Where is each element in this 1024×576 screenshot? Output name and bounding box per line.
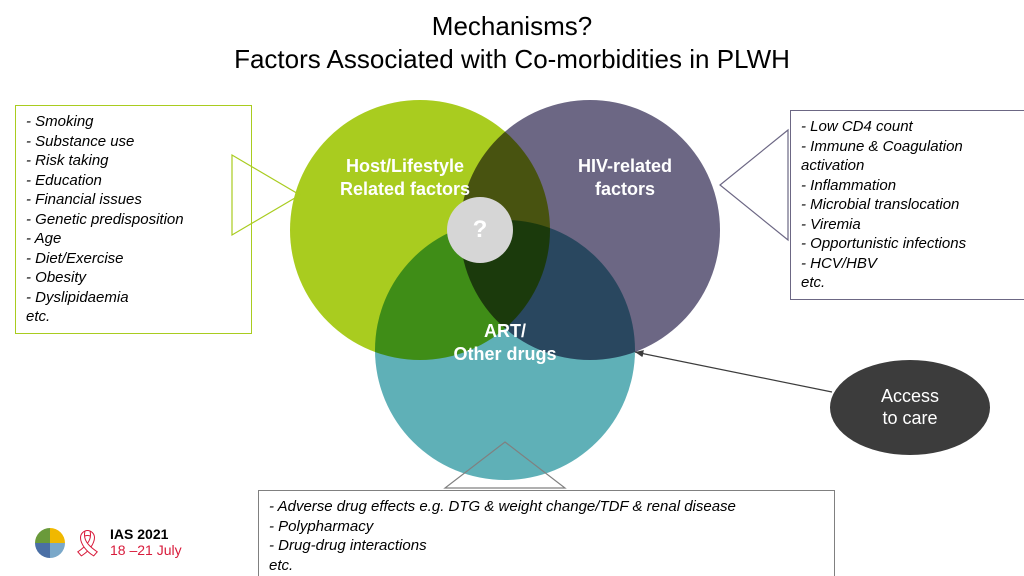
venn-label-art: ART/ Other drugs — [420, 320, 590, 365]
list-item: - Obesity — [26, 268, 241, 288]
list-item: - Education — [26, 171, 241, 191]
venn-label-host: Host/Lifestyle Related factors — [320, 155, 490, 200]
list-item: - Viremia — [801, 215, 1024, 235]
list-item: - Inflammation — [801, 176, 1024, 196]
venn-center: ? — [447, 197, 513, 263]
list-item: - Financial issues — [26, 190, 241, 210]
title-line1: Mechanisms? — [432, 11, 592, 41]
title-line2: Factors Associated with Co-morbidities i… — [234, 44, 790, 74]
page-title: Mechanisms? Factors Associated with Co-m… — [0, 10, 1024, 75]
ias-logo-icon — [35, 528, 65, 558]
list-item: - Diet/Exercise — [26, 249, 241, 269]
list-item: - Opportunistic infections — [801, 234, 1024, 254]
list-item: - HCV/HBV — [801, 254, 1024, 274]
footer-text: IAS 2021 18 –21 July — [110, 527, 182, 558]
list-item: - Low CD4 count — [801, 117, 1024, 137]
list-item: - Adverse drug effects e.g. DTG & weight… — [269, 497, 824, 517]
ribbon-icon: 🎗 — [71, 530, 104, 556]
footer: 🎗 IAS 2021 18 –21 July — [35, 527, 182, 558]
callout-hiv: - Low CD4 count- Immune & Coagulation ac… — [790, 110, 1024, 300]
list-item: - Drug-drug interactions — [269, 536, 824, 556]
arrow-hiv — [720, 130, 788, 240]
list-item: - Substance use — [26, 132, 241, 152]
venn-label-hiv: HIV-related factors — [540, 155, 710, 200]
list-item: - Smoking — [26, 112, 241, 132]
list-item: etc. — [269, 556, 824, 576]
list-item: - Risk taking — [26, 151, 241, 171]
list-item: - Microbial translocation — [801, 195, 1024, 215]
list-item: - Age — [26, 229, 241, 249]
access-ellipse: Access to care — [830, 360, 990, 455]
list-item: - Genetic predisposition — [26, 210, 241, 230]
list-item: - Dyslipidaemia — [26, 288, 241, 308]
list-item: - Immune & Coagulation activation — [801, 137, 1024, 176]
list-item: etc. — [26, 307, 241, 327]
list-item: etc. — [801, 273, 1024, 293]
callout-host: - Smoking- Substance use- Risk taking- E… — [15, 105, 252, 334]
arrow-access — [635, 352, 832, 392]
callout-art: - Adverse drug effects e.g. DTG & weight… — [258, 490, 835, 576]
list-item: - Polypharmacy — [269, 517, 824, 537]
